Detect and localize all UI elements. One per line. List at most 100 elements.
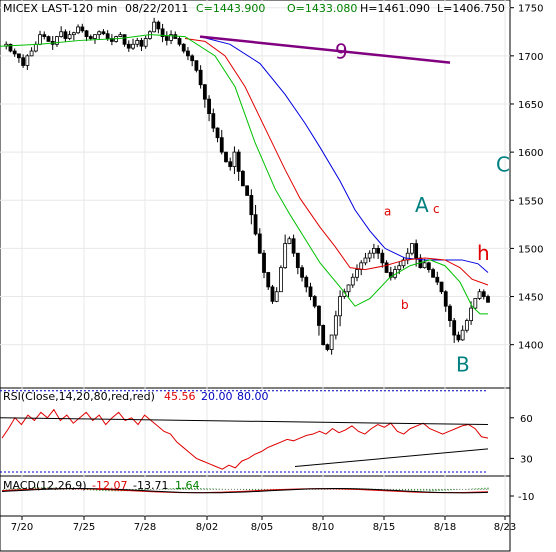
- candle-body: [477, 291, 482, 299]
- candle-body: [456, 334, 461, 341]
- candle-body: [156, 21, 161, 30]
- candle-body: [380, 252, 385, 264]
- candle-body: [84, 30, 89, 37]
- candle-body: [131, 43, 135, 49]
- candle-body: [33, 43, 38, 52]
- candle-body: [135, 40, 140, 45]
- price-panel-frame: [0, 0, 511, 389]
- candle-body: [262, 252, 266, 273]
- wave-label: C: [496, 152, 510, 176]
- candle-body: [443, 291, 448, 307]
- candle-body: [376, 247, 381, 254]
- candle-body: [164, 36, 169, 41]
- x-tick-label: 8/23: [494, 522, 516, 533]
- candle-body: [101, 31, 106, 35]
- candle-body: [80, 26, 85, 32]
- candle-body: [93, 34, 97, 39]
- candle-body: [186, 50, 190, 57]
- candle-body: [215, 127, 220, 139]
- rsi-upper-trendline: [0, 417, 489, 426]
- candle-body: [202, 84, 207, 100]
- rsi-tick-label: 60: [520, 414, 533, 425]
- candle-body: [355, 269, 359, 278]
- chart-date: 08/22/2011: [125, 2, 188, 15]
- candle-body: [118, 34, 123, 37]
- wave-label: a: [384, 205, 391, 219]
- candle-body: [291, 238, 296, 254]
- x-axis-frame: [0, 515, 511, 552]
- rsi-layer: [0, 390, 489, 473]
- candle-body: [97, 31, 102, 36]
- candle-body: [76, 26, 80, 34]
- candle-body: [67, 34, 72, 39]
- candle-body: [338, 296, 342, 317]
- price-layer: [0, 17, 490, 355]
- candle-body: [431, 269, 435, 278]
- candle-body: [363, 257, 368, 264]
- candle-body: [426, 262, 431, 270]
- candle-body: [46, 36, 51, 42]
- ma-red-line: [184, 38, 489, 286]
- candle-body: [169, 34, 173, 41]
- grid-layer: [0, 0, 510, 516]
- candle-body: [304, 276, 309, 288]
- candle-body: [219, 137, 224, 153]
- x-tick-label: 8/18: [434, 522, 456, 533]
- candle-body: [422, 262, 427, 269]
- y-tick-label: 1700: [518, 52, 543, 63]
- macd-signal-line: [1, 488, 489, 494]
- candle-body: [325, 344, 330, 350]
- candle-body: [405, 252, 410, 261]
- x-tick-label: 8/02: [196, 522, 218, 533]
- candle-body: [287, 238, 292, 244]
- candle-body: [295, 252, 300, 269]
- rsi-value: 45.56: [164, 390, 196, 403]
- candle-body: [224, 151, 228, 163]
- x-tick-label: 7/25: [73, 522, 95, 533]
- candle-body: [460, 329, 465, 341]
- candle-body: [152, 21, 157, 33]
- candle-body: [160, 28, 165, 37]
- candle-body: [42, 34, 47, 37]
- rsi-panel-frame: [0, 387, 511, 477]
- x-tick-label: 7/28: [134, 522, 156, 533]
- candle-body: [308, 286, 313, 297]
- candle-body: [8, 43, 13, 52]
- y-tick-label: 1400: [518, 341, 543, 352]
- rsi-tick-label: 30: [520, 454, 533, 465]
- candle-body: [283, 243, 288, 269]
- candle-body: [473, 298, 478, 309]
- candle-body: [122, 34, 127, 45]
- ma-green-line: [0, 34, 488, 315]
- high-value: H=1461.090: [360, 2, 430, 15]
- candle-body: [410, 243, 414, 254]
- y-tick-label: 1650: [518, 100, 543, 111]
- macd-layer: [0, 487, 489, 494]
- candle-body: [439, 281, 444, 293]
- candle-body: [333, 315, 338, 336]
- candle-body: [236, 151, 241, 172]
- candle-body: [312, 296, 317, 307]
- candle-body: [481, 291, 486, 297]
- candle-body: [228, 161, 233, 167]
- candle-body: [17, 53, 21, 59]
- y-tick-label: 1600: [518, 148, 543, 159]
- low-value: L=1406.750: [437, 2, 505, 15]
- wave-label: A: [415, 193, 429, 217]
- candle-body: [384, 262, 389, 273]
- candle-body: [211, 113, 216, 129]
- candle-body: [198, 69, 203, 86]
- y-tick-label: 1550: [518, 196, 543, 207]
- candle-body: [139, 40, 144, 47]
- candle-body: [300, 267, 304, 278]
- candle-body: [177, 38, 182, 45]
- candle-body: [317, 305, 321, 326]
- candle-body: [105, 33, 110, 39]
- y-tick-label: 1750: [518, 4, 543, 15]
- x-tick-label: 8/15: [373, 522, 395, 533]
- candle-body: [59, 31, 64, 37]
- wave-label: b: [401, 298, 409, 312]
- chart-symbol: MICEX LAST-120 min: [3, 2, 117, 15]
- macd-hist-value: 1.64: [175, 479, 200, 492]
- candle-body: [371, 247, 376, 254]
